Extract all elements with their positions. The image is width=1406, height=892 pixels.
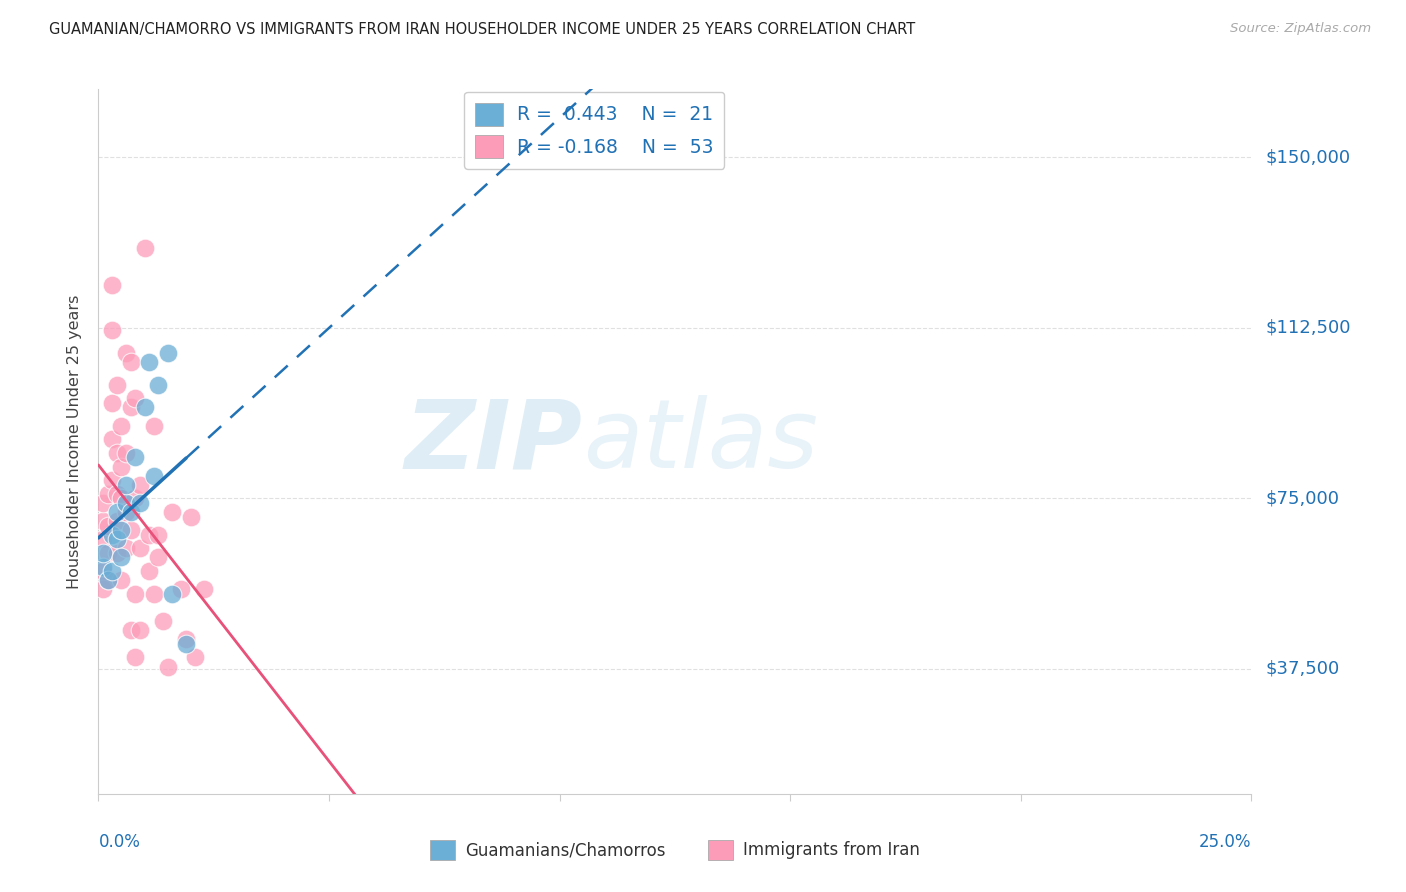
Text: $75,000: $75,000 bbox=[1265, 490, 1340, 508]
Point bbox=[101, 277, 124, 292]
Point bbox=[110, 573, 132, 587]
Text: $112,500: $112,500 bbox=[1265, 318, 1351, 337]
Point bbox=[105, 377, 128, 392]
Point bbox=[129, 624, 152, 638]
Point bbox=[124, 392, 146, 406]
Point bbox=[129, 477, 152, 491]
Point bbox=[115, 446, 138, 460]
Point bbox=[174, 632, 197, 647]
Point bbox=[120, 355, 142, 369]
Y-axis label: Householder Income Under 25 years: Householder Income Under 25 years bbox=[67, 294, 83, 589]
Point bbox=[138, 355, 160, 369]
Point bbox=[120, 401, 142, 415]
Point bbox=[101, 564, 124, 578]
Point bbox=[91, 559, 114, 574]
Point bbox=[110, 550, 132, 565]
Point bbox=[105, 546, 128, 560]
Point bbox=[129, 541, 152, 556]
Point bbox=[115, 477, 138, 491]
Point bbox=[97, 487, 120, 501]
Point bbox=[156, 346, 179, 360]
Point bbox=[129, 496, 152, 510]
Point bbox=[91, 496, 114, 510]
Point bbox=[115, 541, 138, 556]
Point bbox=[160, 587, 183, 601]
Point bbox=[115, 496, 138, 510]
Point bbox=[97, 546, 120, 560]
Point bbox=[184, 650, 207, 665]
Point bbox=[124, 587, 146, 601]
Point bbox=[105, 533, 128, 547]
Point bbox=[148, 550, 170, 565]
Text: 25.0%: 25.0% bbox=[1199, 832, 1251, 851]
Point bbox=[91, 533, 114, 547]
Point bbox=[110, 523, 132, 537]
Text: Source: ZipAtlas.com: Source: ZipAtlas.com bbox=[1230, 22, 1371, 36]
Point bbox=[148, 377, 170, 392]
Text: ZIP: ZIP bbox=[405, 395, 582, 488]
Point bbox=[193, 582, 215, 597]
Point bbox=[124, 450, 146, 465]
Point bbox=[138, 527, 160, 541]
Point bbox=[120, 505, 142, 519]
Point bbox=[134, 241, 156, 255]
Point bbox=[134, 401, 156, 415]
Point bbox=[152, 614, 174, 628]
Point bbox=[115, 505, 138, 519]
Text: $37,500: $37,500 bbox=[1265, 660, 1340, 678]
Text: 0.0%: 0.0% bbox=[98, 832, 141, 851]
Point bbox=[180, 509, 202, 524]
Point bbox=[97, 573, 120, 587]
Point bbox=[110, 459, 132, 474]
Text: atlas: atlas bbox=[582, 395, 818, 488]
Point bbox=[105, 505, 128, 519]
Point bbox=[105, 446, 128, 460]
Point bbox=[138, 564, 160, 578]
Point bbox=[142, 418, 165, 433]
Point bbox=[148, 527, 170, 541]
Point bbox=[174, 637, 197, 651]
Point bbox=[101, 432, 124, 446]
Point bbox=[142, 468, 165, 483]
Legend: Guamanians/Chamorros, Immigrants from Iran: Guamanians/Chamorros, Immigrants from Ir… bbox=[423, 833, 927, 867]
Text: GUAMANIAN/CHAMORRO VS IMMIGRANTS FROM IRAN HOUSEHOLDER INCOME UNDER 25 YEARS COR: GUAMANIAN/CHAMORRO VS IMMIGRANTS FROM IR… bbox=[49, 22, 915, 37]
Point bbox=[97, 573, 120, 587]
Point bbox=[142, 587, 165, 601]
Point bbox=[120, 624, 142, 638]
Point bbox=[124, 650, 146, 665]
Point bbox=[97, 518, 120, 533]
Text: $150,000: $150,000 bbox=[1265, 148, 1350, 167]
Point bbox=[156, 659, 179, 673]
Point bbox=[105, 514, 128, 528]
Point bbox=[101, 396, 124, 410]
Point bbox=[120, 523, 142, 537]
Point bbox=[91, 514, 114, 528]
Point bbox=[101, 473, 124, 487]
Point bbox=[110, 491, 132, 506]
Point bbox=[124, 491, 146, 506]
Point bbox=[110, 418, 132, 433]
Point bbox=[91, 582, 114, 597]
Point bbox=[91, 546, 114, 560]
Point bbox=[101, 323, 124, 337]
Point bbox=[105, 487, 128, 501]
Point bbox=[160, 505, 183, 519]
Point bbox=[170, 582, 193, 597]
Point bbox=[101, 527, 124, 541]
Point bbox=[91, 564, 114, 578]
Point bbox=[115, 346, 138, 360]
